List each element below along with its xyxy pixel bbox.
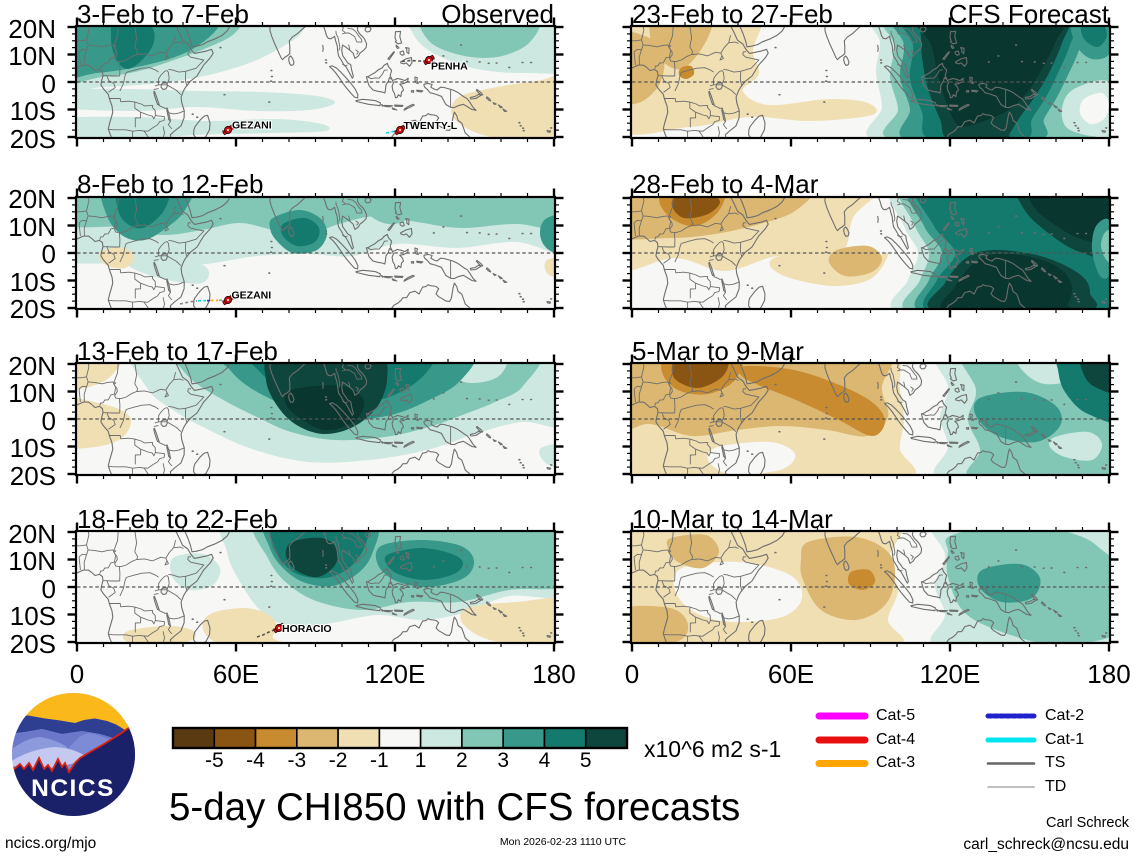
svg-text:GEZANI: GEZANI [232, 289, 272, 301]
svg-text:HORACIO: HORACIO [282, 623, 332, 635]
svg-text:TWENTY-L: TWENTY-L [404, 120, 458, 132]
svg-text:PENHA: PENHA [431, 61, 468, 73]
svg-text:NCICS: NCICS [31, 775, 115, 802]
svg-text:GEZANI: GEZANI [232, 120, 272, 132]
